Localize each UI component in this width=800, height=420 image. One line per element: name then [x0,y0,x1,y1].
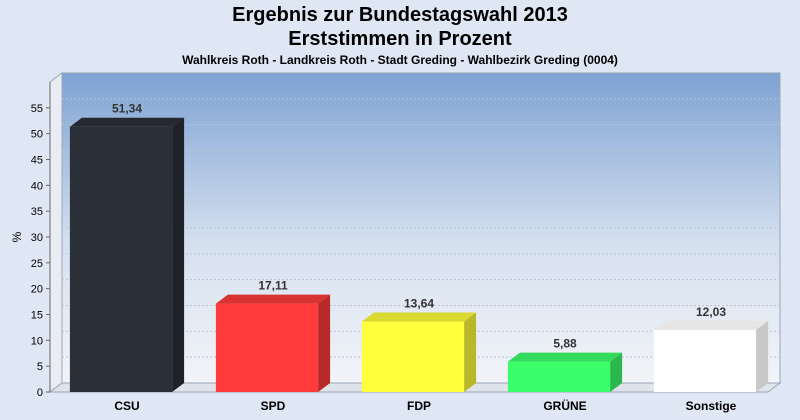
bar-side [610,352,623,392]
bar-side [464,312,477,392]
bar-front [69,126,173,392]
x-tick-label-spd: SPD [261,399,286,413]
y-tick-label: 30 [31,232,43,244]
bar-side [756,320,769,392]
data-label-grüne: 5,88 [553,337,577,351]
plot-side-wall [49,72,63,393]
bar-csu [69,117,185,392]
bar-top [215,294,331,304]
bar-top [653,320,769,330]
data-label-fdp: 13,64 [404,297,434,311]
bar-front [361,321,465,392]
y-tick-label: 20 [31,284,43,296]
y-tick-label: 10 [31,335,43,347]
x-tick-label-grüne: GRÜNE [543,398,586,413]
y-tick-label: 55 [31,103,43,115]
bar-front [215,303,319,392]
chart-title-line-2: Erststimmen in Prozent [288,28,512,50]
bar-front [507,361,611,392]
bar-sonstige [653,320,769,392]
chart-subtitle: Wahlkreis Roth - Landkreis Roth - Stadt … [182,53,618,67]
bar-top [69,117,185,127]
y-tick-label: 5 [37,361,43,373]
bar-front [653,329,757,392]
bar-top [361,312,477,322]
bar-fdp [361,312,477,392]
y-tick-label: 35 [31,206,43,218]
chart-title: Ergebnis zur Bundestagswahl 2013 [232,4,568,26]
bar-spd [215,294,331,392]
data-label-spd: 17,11 [258,279,288,293]
y-tick-label: 45 [31,155,43,167]
x-tick-label-csu: CSU [114,399,139,413]
y-tick-label: 40 [31,180,43,192]
bar-side [318,294,331,392]
data-label-csu: 51,34 [112,102,142,116]
y-axis-label: % [10,231,24,242]
x-tick-label-fdp: FDP [407,399,431,413]
bar-grüne [507,352,623,392]
y-tick-label: 0 [37,387,43,399]
bar-top [507,352,623,362]
x-tick-label-sonstige: Sonstige [686,399,737,413]
data-label-sonstige: 12,03 [696,305,726,319]
y-tick-label: 25 [31,258,43,270]
y-tick-label: 50 [31,129,43,141]
bar-side [172,117,185,392]
y-tick-label: 15 [31,310,43,322]
